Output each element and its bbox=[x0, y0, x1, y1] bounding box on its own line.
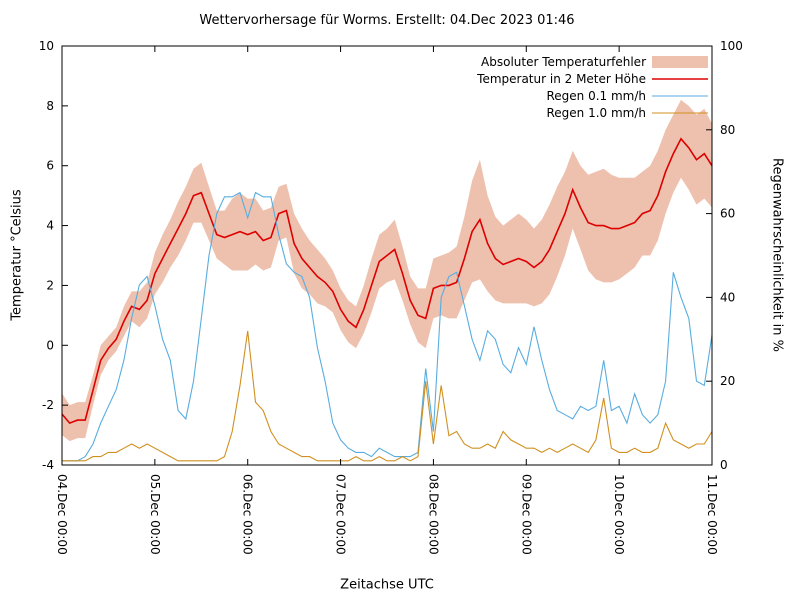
x-axis-label: Zeitachse UTC bbox=[340, 577, 434, 593]
x-tick-label: 05.Dec 00:00 bbox=[148, 474, 162, 555]
plot-border bbox=[61, 45, 713, 466]
y-tick-label-right: 60 bbox=[720, 207, 735, 221]
chart-title: Wettervorhersage für Worms. Erstellt: 04… bbox=[199, 13, 575, 28]
y-tick-label-left: 10 bbox=[39, 39, 54, 53]
y-tick-label-left: 8 bbox=[46, 99, 54, 113]
y-tick-label-left: -2 bbox=[42, 398, 54, 412]
y-tick-label-left: -4 bbox=[42, 458, 54, 472]
x-tick-label: 11.Dec 00:00 bbox=[705, 474, 719, 555]
series-line-regen-0-1-mm-h bbox=[62, 191, 713, 462]
legend-label: Temperatur in 2 Meter Höhe bbox=[476, 72, 646, 86]
x-tick-label: 04.Dec 00:00 bbox=[55, 474, 69, 555]
legend-swatch-band bbox=[652, 56, 708, 68]
y-tick-label-right: 20 bbox=[720, 374, 735, 388]
legend-label: Regen 0.1 mm/h bbox=[546, 89, 646, 103]
x-tick-label: 08.Dec 00:00 bbox=[426, 474, 440, 555]
y-tick-label-right: 40 bbox=[720, 290, 735, 304]
x-tick-label: 06.Dec 00:00 bbox=[241, 474, 255, 555]
legend-label: Regen 1.0 mm/h bbox=[546, 106, 646, 120]
x-tick-label: 07.Dec 00:00 bbox=[334, 474, 348, 555]
x-tick-label: 10.Dec 00:00 bbox=[612, 474, 626, 555]
series-band-temperature-error bbox=[62, 99, 712, 442]
y-tick-label-left: 2 bbox=[46, 278, 54, 292]
y-tick-label-right: 80 bbox=[720, 123, 735, 137]
y-tick-label-left: 6 bbox=[46, 159, 54, 173]
y-tick-label-right: 100 bbox=[720, 39, 743, 53]
y-tick-label-left: 0 bbox=[46, 338, 54, 352]
y-tick-label-right: 0 bbox=[720, 458, 728, 472]
y-tick-label-left: 4 bbox=[46, 219, 54, 233]
series-line-temperatur-in-2-meter-h-he bbox=[61, 137, 713, 425]
x-tick-label: 09.Dec 00:00 bbox=[519, 474, 533, 555]
series-line-regen-1-0-mm-h bbox=[62, 330, 713, 462]
legend-label: Absoluter Temperaturfehler bbox=[481, 55, 646, 69]
